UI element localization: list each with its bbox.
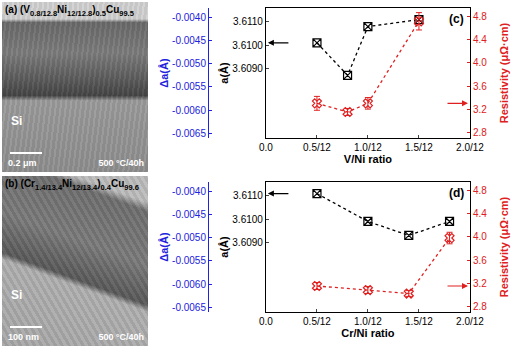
- svg-text:0.0: 0.0: [259, 316, 273, 327]
- svg-text:V/Ni ratio: V/Ni ratio: [344, 153, 393, 165]
- svg-text:Cr/Ni ratio: Cr/Ni ratio: [341, 327, 394, 339]
- svg-text:3.6100: 3.6100: [232, 214, 263, 225]
- svg-text:Δa(Å): Δa(Å): [158, 58, 170, 88]
- svg-text:-0.0065: -0.0065: [172, 302, 206, 313]
- svg-text:Resistivity (μΩ·cm): Resistivity (μΩ·cm): [498, 196, 510, 297]
- svg-text:1.0/12: 1.0/12: [354, 316, 382, 327]
- svg-text:4.8: 4.8: [473, 185, 487, 196]
- svg-text:-0.0045: -0.0045: [172, 209, 206, 220]
- svg-text:3.6110: 3.6110: [233, 16, 263, 27]
- svg-text:0.5/12: 0.5/12: [303, 142, 331, 153]
- html-text:(a) (V0.8/12.8Ni12/12.8)0.5Cu9: (a) (V0.8/12.8Ni12/12.8)0.5Cu99.5: [5, 4, 134, 18]
- html-text:500 °C/40h: 500 °C/40h: [98, 332, 144, 342]
- svg-text:a(Å): a(Å): [218, 236, 230, 258]
- svg-text:2.8: 2.8: [473, 301, 487, 312]
- svg-text:2.8: 2.8: [473, 127, 487, 138]
- svg-text:(d): (d): [449, 186, 464, 200]
- svg-text:2.0/12: 2.0/12: [456, 142, 484, 153]
- html-text:(b) (Cr1.4/13.4Ni12/13.4)0.4Cu: (b) (Cr1.4/13.4Ni12/13.4)0.4Cu99.6: [5, 178, 139, 192]
- svg-text:3.6090: 3.6090: [232, 63, 263, 74]
- svg-text:3.6110: 3.6110: [233, 190, 263, 201]
- svg-text:3.2: 3.2: [473, 104, 487, 115]
- svg-text:-0.0055: -0.0055: [172, 255, 206, 266]
- svg-text:4.8: 4.8: [473, 11, 487, 22]
- svg-text:-0.0045: -0.0045: [172, 35, 206, 46]
- svg-text:-0.0060: -0.0060: [172, 105, 206, 116]
- svg-text:-0.0060: -0.0060: [172, 279, 206, 290]
- html-text:500 °C/40h: 500 °C/40h: [98, 158, 144, 168]
- svg-text:-0.0055: -0.0055: [172, 81, 206, 92]
- svg-text:1.5/12: 1.5/12: [405, 142, 433, 153]
- svg-text:3.6090: 3.6090: [232, 237, 263, 248]
- svg-text:3.6100: 3.6100: [232, 40, 263, 51]
- svg-text:4.0: 4.0: [473, 57, 487, 68]
- svg-text:0.5/12: 0.5/12: [303, 316, 331, 327]
- svg-text:2.0/12: 2.0/12: [456, 316, 484, 327]
- svg-text:3.2: 3.2: [473, 278, 487, 289]
- svg-text:a(Å): a(Å): [218, 62, 230, 84]
- html-text:Si: Si: [11, 114, 23, 129]
- svg-text:1.0/12: 1.0/12: [354, 142, 382, 153]
- svg-text:(c): (c): [449, 12, 464, 26]
- svg-text:4.4: 4.4: [473, 208, 487, 219]
- svg-text:-0.0050: -0.0050: [172, 58, 206, 69]
- svg-text:4.4: 4.4: [473, 34, 487, 45]
- svg-text:-0.0065: -0.0065: [172, 128, 206, 139]
- svg-text:1.5/12: 1.5/12: [405, 316, 433, 327]
- svg-text:3.6: 3.6: [473, 255, 487, 266]
- svg-text:-0.0040: -0.0040: [172, 12, 206, 23]
- svg-text:3.6: 3.6: [473, 81, 487, 92]
- html-text:Si: Si: [11, 288, 23, 303]
- html-text:100 nm: 100 nm: [8, 332, 39, 342]
- svg-text:-0.0040: -0.0040: [172, 186, 206, 197]
- svg-text:0.0: 0.0: [259, 142, 273, 153]
- svg-text:Resistivity (μΩ·cm): Resistivity (μΩ·cm): [498, 22, 510, 123]
- svg-text:4.0: 4.0: [473, 231, 487, 242]
- svg-text:-0.0050: -0.0050: [172, 232, 206, 243]
- svg-text:Δa(Å): Δa(Å): [158, 232, 170, 262]
- html-text:0.2 μm: 0.2 μm: [8, 158, 37, 168]
